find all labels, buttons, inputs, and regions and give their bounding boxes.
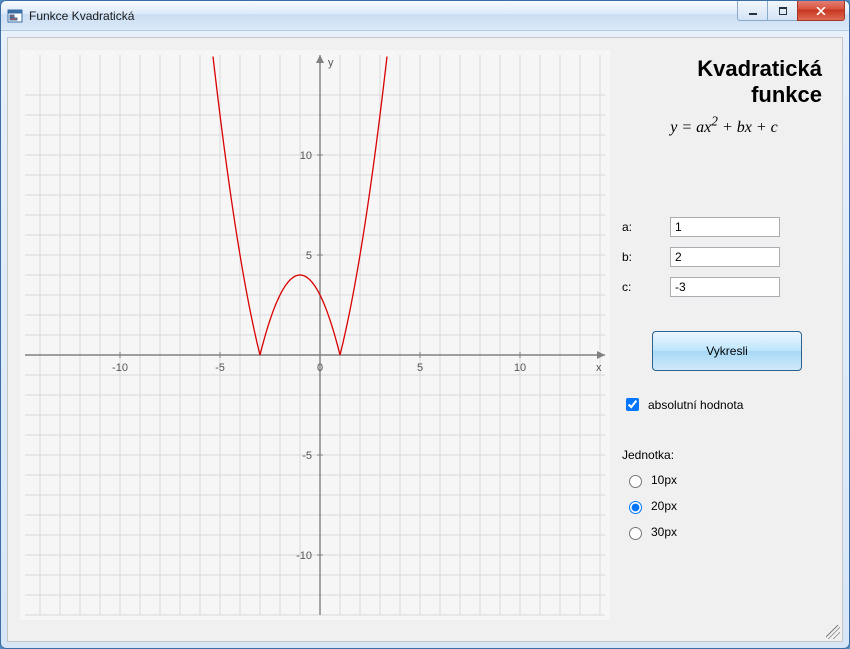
svg-text:x: x (596, 362, 602, 374)
chart-panel: -10 -5 0 5 10 -10 -5 5 10 x y (20, 50, 610, 629)
unit-label: Jednotka: (622, 448, 826, 462)
unit-radio-30[interactable]: 30px (624, 524, 826, 540)
close-button[interactable] (797, 1, 845, 21)
unit-radio-label: 20px (651, 499, 677, 513)
svg-text:-5: -5 (302, 450, 312, 462)
input-c[interactable] (670, 277, 780, 297)
svg-text:5: 5 (306, 250, 312, 262)
label-c: c: (622, 280, 670, 294)
svg-text:-10: -10 (112, 362, 128, 374)
titlebar[interactable]: Funkce Kvadratická (1, 1, 849, 31)
params-grid: a: b: c: (622, 217, 826, 297)
app-icon (7, 8, 23, 24)
unit-radio-label: 30px (651, 525, 677, 539)
plot-button[interactable]: Vykresli (652, 331, 802, 371)
svg-text:0: 0 (317, 362, 323, 374)
unit-radio-20[interactable]: 20px (624, 498, 826, 514)
heading: Kvadratická funkce (622, 56, 826, 108)
unit-radios: 10px 20px 30px (622, 472, 826, 540)
svg-text:-5: -5 (215, 362, 225, 374)
window-title: Funkce Kvadratická (29, 9, 849, 23)
maximize-button[interactable] (767, 1, 797, 21)
svg-text:10: 10 (514, 362, 526, 374)
svg-text:-10: -10 (296, 550, 312, 562)
formula: y = ax2 + bx + c (622, 114, 826, 137)
label-b: b: (622, 250, 670, 264)
input-b[interactable] (670, 247, 780, 267)
label-a: a: (622, 220, 670, 234)
function-chart: -10 -5 0 5 10 -10 -5 5 10 x y (20, 50, 610, 620)
svg-text:10: 10 (300, 150, 312, 162)
unit-radio-10[interactable]: 10px (624, 472, 826, 488)
absolute-checkbox[interactable] (626, 398, 639, 411)
window-controls (737, 1, 845, 21)
unit-radio-input-30[interactable] (629, 527, 642, 540)
svg-text:5: 5 (417, 362, 423, 374)
resize-grip[interactable] (826, 625, 840, 639)
client-area: -10 -5 0 5 10 -10 -5 5 10 x y Kvadratická funkce y… (7, 37, 843, 642)
minimize-button[interactable] (737, 1, 767, 21)
app-window: Funkce Kvadratická -10 -5 0 5 10 -10 -5 5 10 x y K… (0, 0, 850, 649)
unit-radio-input-20[interactable] (629, 501, 642, 514)
controls-panel: Kvadratická funkce y = ax2 + bx + c a: b… (622, 50, 826, 629)
input-a[interactable] (670, 217, 780, 237)
absolute-checkbox-row[interactable]: absolutní hodnota (622, 395, 826, 414)
unit-radio-label: 10px (651, 473, 677, 487)
unit-radio-input-10[interactable] (629, 475, 642, 488)
svg-text:y: y (328, 57, 334, 69)
absolute-checkbox-label: absolutní hodnota (648, 398, 743, 412)
